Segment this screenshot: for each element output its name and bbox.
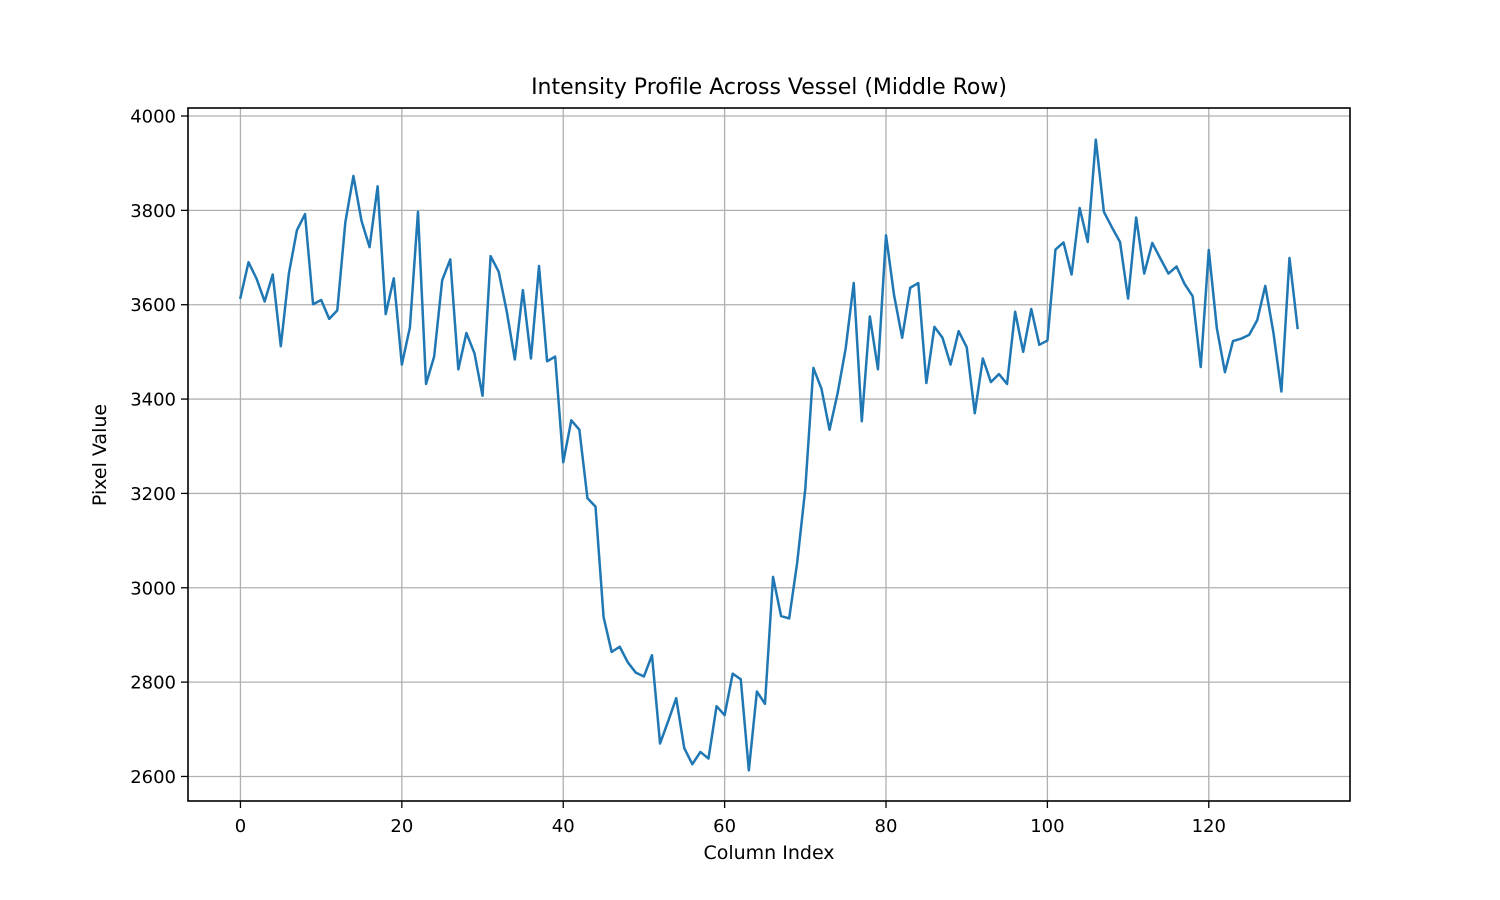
y-axis: 2600 2800 3000 3200 3400 3600 3800 4000 bbox=[130, 107, 188, 788]
x-axis-title: Column Index bbox=[703, 842, 834, 864]
y-tick-label: 2600 bbox=[130, 767, 176, 788]
y-tick-label: 3200 bbox=[130, 484, 176, 505]
x-tick-label: 60 bbox=[713, 816, 736, 837]
x-axis: 0 20 40 60 80 100 120 bbox=[235, 801, 1226, 837]
y-axis-title: Pixel Value bbox=[89, 404, 111, 506]
y-tick-label: 4000 bbox=[130, 107, 176, 128]
x-tick-label: 120 bbox=[1192, 816, 1226, 837]
x-tick-label: 40 bbox=[552, 816, 575, 837]
y-tick-label: 3000 bbox=[130, 578, 176, 599]
x-tick-label: 0 bbox=[235, 816, 246, 837]
x-tick-label: 100 bbox=[1030, 816, 1064, 837]
chart-title: Intensity Profile Across Vessel (Middle … bbox=[531, 75, 1007, 100]
y-tick-label: 3800 bbox=[130, 201, 176, 222]
x-tick-label: 80 bbox=[875, 816, 898, 837]
y-tick-label: 2800 bbox=[130, 673, 176, 694]
plot-frame bbox=[187, 107, 1351, 802]
grid bbox=[188, 108, 1350, 801]
series-line bbox=[238, 138, 1299, 772]
y-tick-label: 3400 bbox=[130, 390, 176, 411]
series-layer bbox=[238, 138, 1299, 772]
x-tick-label: 20 bbox=[390, 816, 413, 837]
y-tick-label: 3600 bbox=[130, 295, 176, 316]
